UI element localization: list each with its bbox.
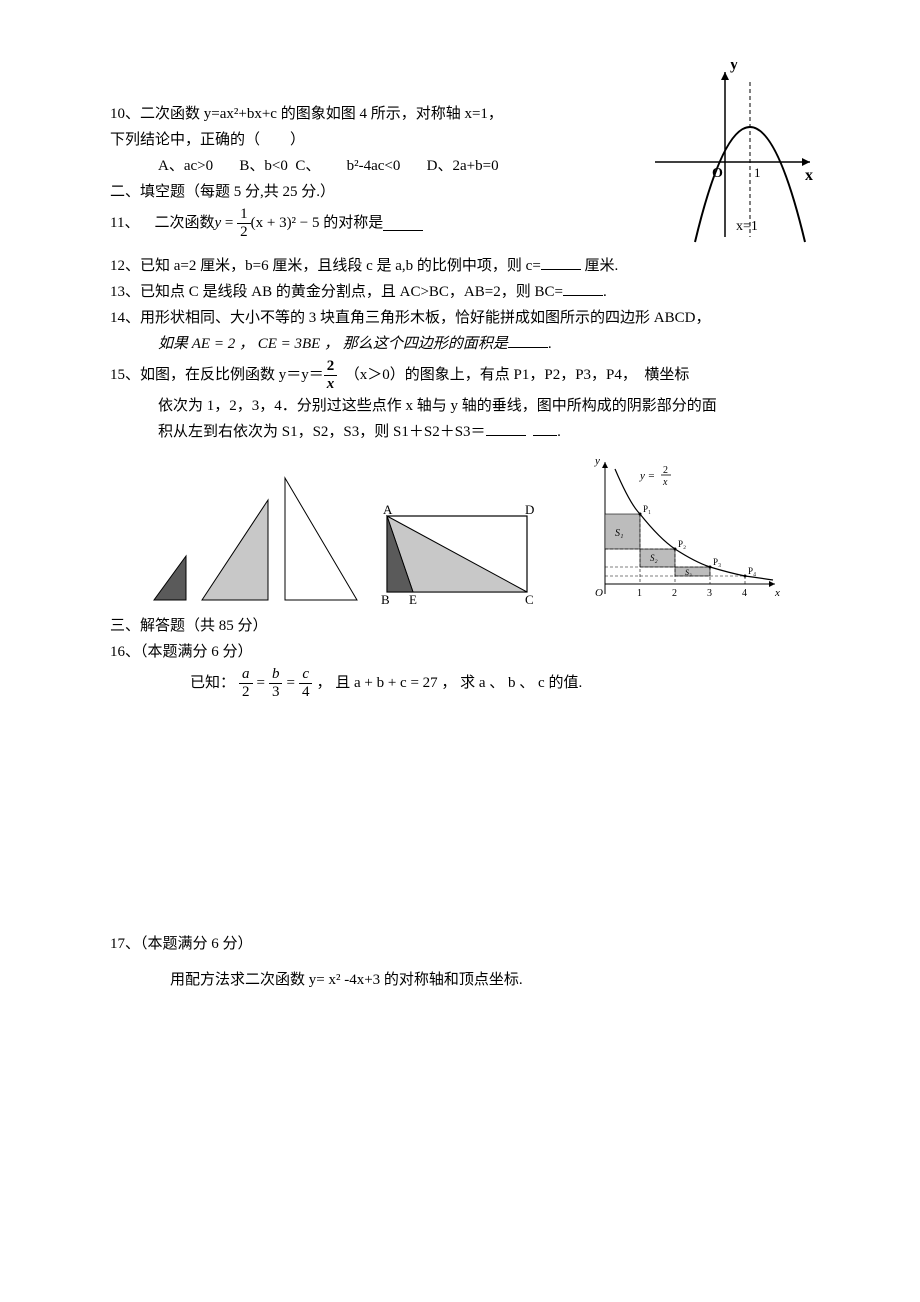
q17-title-text: （本题满分 6 分） xyxy=(140,936,253,952)
q15-text1a: 如图，在反比例函数 y＝y＝ xyxy=(140,363,324,387)
q15-frac: 2 x xyxy=(324,358,338,392)
q16-title-text: （本题满分 6 分） xyxy=(140,644,253,660)
q15-text3a: 积从左到右依次为 S1，S2，S3，则 S1＋S2＋S3＝ xyxy=(158,424,486,440)
q12-blank xyxy=(541,255,581,270)
svg-text:2: 2 xyxy=(663,465,668,476)
q14-text1: 用形状相同、大小不等的 3 块直角三角形木板，恰好能拼成如图所示的四边形 ABC… xyxy=(140,310,710,326)
q13-line: 13、已知点 C 是线段 AB 的黄金分割点，且 AC>BC，AB=2，则 BC… xyxy=(110,280,810,304)
svg-text:y: y xyxy=(594,455,600,467)
q15-line1: 15、 如图，在反比例函数 y＝y＝ 2 x （x＞0）的图象上，有点 P1，P… xyxy=(110,358,810,392)
q11-line: 11、 二次函数 y = 1 2 (x + 3)² − 5 的对称是 xyxy=(110,206,810,240)
svg-text:S₃: S₃ xyxy=(685,568,692,577)
svg-text:P₃: P₃ xyxy=(713,557,721,567)
figure-triangle-large xyxy=(281,474,361,604)
q14-text2b: . xyxy=(548,336,552,352)
q17-num: 17、 xyxy=(110,936,140,952)
svg-text:A: A xyxy=(383,504,393,517)
q11-pre: 二次函数 xyxy=(139,211,214,235)
svg-text:S₁: S₁ xyxy=(615,528,623,539)
q11-num: 11、 xyxy=(110,211,139,235)
svg-text:3: 3 xyxy=(707,588,712,599)
q10-optB: B、b<0 xyxy=(239,158,287,174)
q10-optA: A、ac>0 xyxy=(158,158,213,174)
q16-pre: 已知： xyxy=(190,671,235,695)
q16-mid: ， 且 a + b + c = 27 ， 求 a 、 b 、 c 的值. xyxy=(316,671,582,695)
section2-title: 二、填空题（每题 5 分,共 25 分.） xyxy=(110,180,810,204)
q10-options: A、ac>0 B、b<0 C、 b²-4ac<0 D、2a+b=0 xyxy=(110,154,810,178)
q10-optD: D、2a+b=0 xyxy=(427,158,499,174)
q11-blank xyxy=(383,216,423,231)
q12-line: 12、已知 a=2 厘米，b=6 厘米，且线段 c 是 a,b 的比例中项，则 … xyxy=(110,254,810,278)
figure-rectangle-abcd: A D B E C xyxy=(377,504,537,604)
figure-inverse-function: y x O 1 2 3 4 y = 2 x xyxy=(585,454,785,604)
svg-text:P₁: P₁ xyxy=(643,504,651,514)
q14-blank xyxy=(508,333,548,348)
q15-blank1 xyxy=(486,421,526,436)
q15-num: 15、 xyxy=(110,363,140,387)
q16-num: 16、 xyxy=(110,644,140,660)
svg-text:x: x xyxy=(774,587,780,599)
q15-line2: 依次为 1，2，3，4．分别过这些点作 x 轴与 y 轴的垂线，图中所构成的阴影… xyxy=(110,394,810,418)
svg-text:y =: y = xyxy=(639,470,655,482)
q15-line3: 积从左到右依次为 S1，S2，S3，则 S1＋S2＋S3＝ . xyxy=(110,420,810,444)
svg-text:C: C xyxy=(525,592,534,604)
figure-triangle-medium xyxy=(198,494,273,604)
q14-line1: 14、用形状相同、大小不等的 3 块直角三角形木板，恰好能拼成如图所示的四边形 … xyxy=(110,306,810,330)
q16-frac-c: c4 xyxy=(299,666,313,700)
svg-text:S₂: S₂ xyxy=(650,553,658,563)
q17-title: 17、（本题满分 6 分） xyxy=(110,932,810,956)
spacer-q16 xyxy=(110,700,810,930)
svg-text:B: B xyxy=(381,592,390,604)
q10-stem-line2: 下列结论中，正确的（ ） xyxy=(110,128,810,152)
q13-text-b: . xyxy=(603,284,607,300)
svg-text:2: 2 xyxy=(672,588,677,599)
q10-optC-text: b²-4ac<0 xyxy=(347,158,401,174)
section3-title: 三、解答题（共 85 分） xyxy=(110,614,810,638)
figure-triangle-small xyxy=(150,544,190,604)
q14-num: 14、 xyxy=(110,310,140,326)
q13-text-a: 已知点 C 是线段 AB 的黄金分割点，且 AC>BC，AB=2，则 BC= xyxy=(140,284,563,300)
svg-text:1: 1 xyxy=(637,588,642,599)
q10-optC-label: C、 xyxy=(295,158,320,174)
figure-row: A D B E C y x O 1 2 3 4 xyxy=(150,454,810,604)
svg-text:4: 4 xyxy=(742,588,747,599)
q10-stem-line1: 10、二次函数 y=ax²+bx+c 的图象如图 4 所示，对称轴 x=1， xyxy=(110,102,810,126)
svg-text:E: E xyxy=(409,592,417,604)
svg-text:D: D xyxy=(525,504,534,517)
q16-frac-a: a2 xyxy=(239,666,253,700)
q14-text2a: 如果 AE = 2 ， CE = 3BE ， 那么这个四边形的面积是 xyxy=(158,336,508,352)
q15-blank2 xyxy=(533,421,557,436)
q16-frac-b: b3 xyxy=(269,666,283,700)
svg-text:P₄: P₄ xyxy=(748,566,756,576)
q13-blank xyxy=(563,281,603,296)
q12-text-a: 已知 a=2 厘米，b=6 厘米，且线段 c 是 a,b 的比例中项，则 c= xyxy=(140,258,541,274)
q12-text-b: 厘米. xyxy=(581,258,619,274)
q15-text3b: . xyxy=(557,424,561,440)
q10-stem-a: 二次函数 y=ax²+bx+c 的图象如图 4 所示，对称轴 x=1， xyxy=(140,106,503,122)
svg-text:O: O xyxy=(595,587,603,599)
q16-body: 已知： a2 = b3 = c4 ， 且 a + b + c = 27 ， 求 … xyxy=(110,666,810,700)
q11-frac: 1 2 xyxy=(237,206,251,240)
svg-text:P₂: P₂ xyxy=(678,539,686,549)
q15-text1b: （x＞0）的图象上，有点 P1，P2，P3，P4， 横坐标 xyxy=(337,363,689,387)
q12-num: 12、 xyxy=(110,258,140,274)
q11-post: (x + 3)² − 5 的对称是 xyxy=(251,211,384,235)
q17-body: 用配方法求二次函数 y= x² -4x+3 的对称轴和顶点坐标. xyxy=(110,968,810,992)
q10-num: 10、 xyxy=(110,106,140,122)
q16-title: 16、（本题满分 6 分） xyxy=(110,640,810,664)
q11-y: y xyxy=(214,211,221,235)
svg-text:y: y xyxy=(730,62,738,73)
q13-num: 13、 xyxy=(110,284,140,300)
svg-text:x: x xyxy=(662,477,668,488)
q10-block: y x O 1 x=1 10、二次函数 y=ax²+bx+c 的图象如图 4 所… xyxy=(110,102,810,252)
q14-line2: 如果 AE = 2 ， CE = 3BE ， 那么这个四边形的面积是. xyxy=(110,332,810,356)
